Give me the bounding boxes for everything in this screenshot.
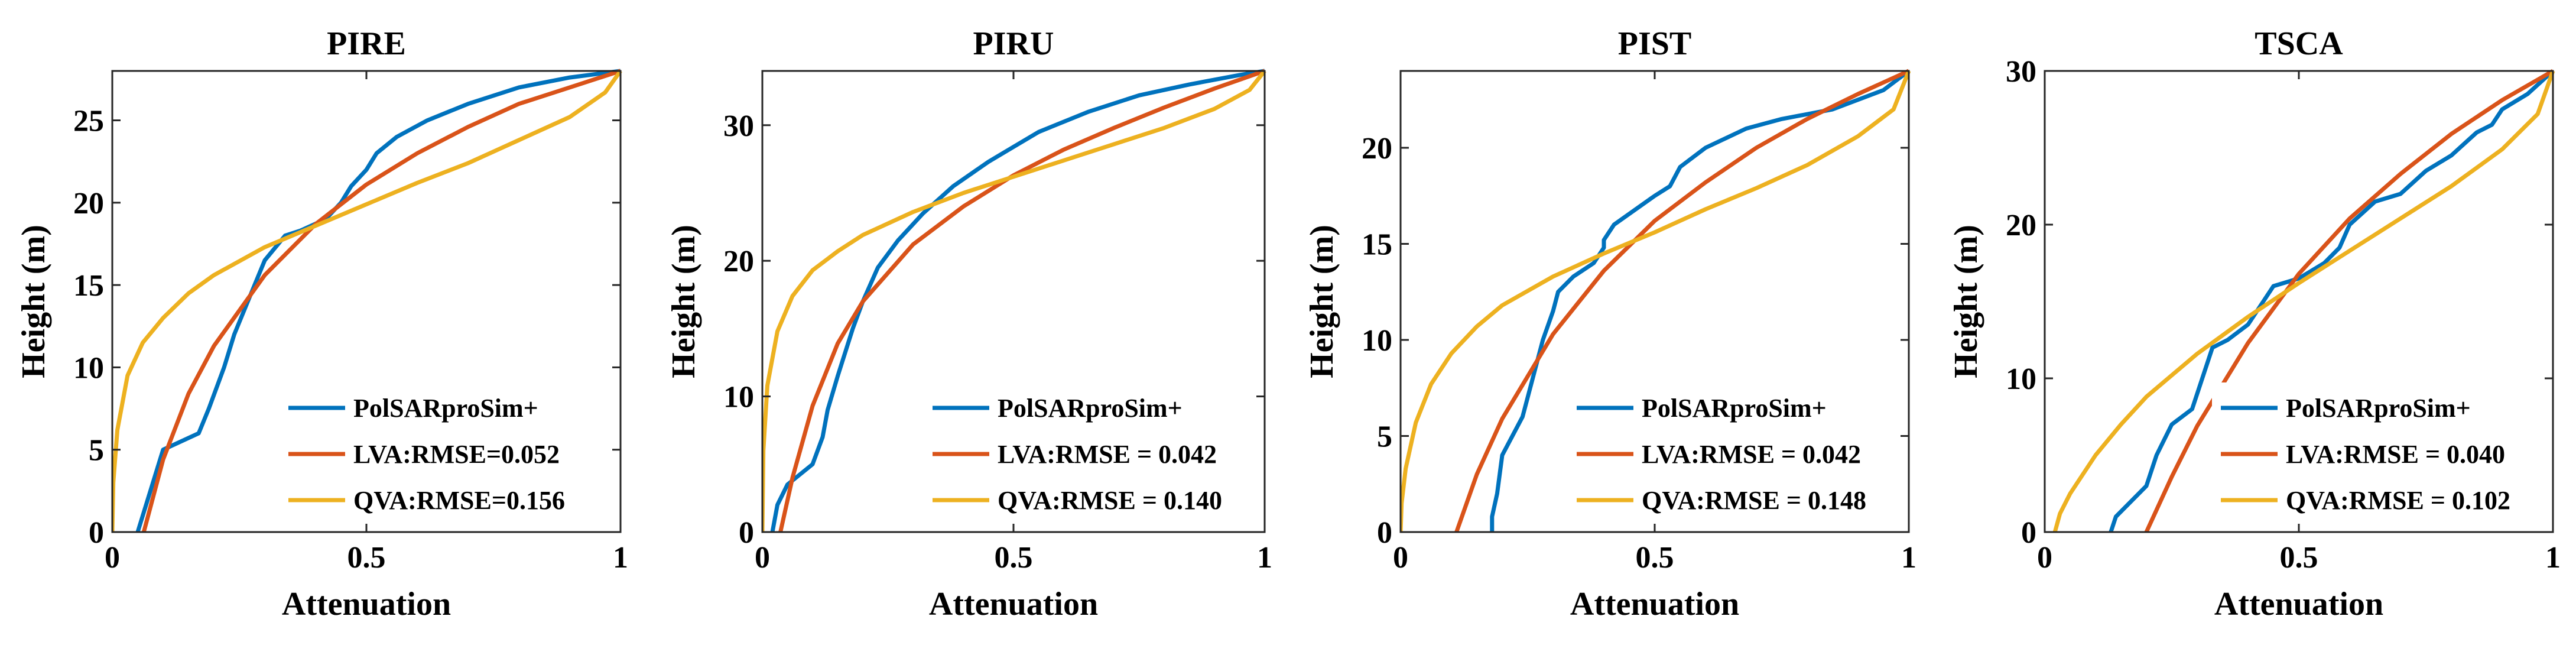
y-tick-label: 30	[723, 109, 754, 143]
x-tick-label: 0.5	[1636, 541, 1674, 575]
y-tick-label: 25	[73, 105, 104, 138]
series-line-polsarprosim-	[770, 69, 1265, 533]
chart-title: PIST	[1618, 25, 1692, 62]
chart-title: TSCA	[2255, 25, 2343, 62]
legend-label: PolSARproSim+	[1642, 394, 1827, 423]
y-axis-label: Height (m)	[665, 225, 702, 378]
chart-title: PIRU	[973, 25, 1054, 62]
y-tick-label: 5	[89, 434, 104, 468]
legend-label: LVA:RMSE = 0.040	[2286, 440, 2505, 469]
series-line-qva	[762, 69, 1266, 533]
y-tick-label: 20	[73, 187, 104, 221]
x-tick-label: 0	[755, 541, 770, 575]
legend-label: PolSARproSim+	[353, 394, 538, 423]
series-line-qva	[112, 69, 622, 533]
legend-label: LVA:RMSE = 0.042	[1642, 440, 1861, 469]
series-line-qva	[1401, 70, 1911, 533]
x-tick-label: 1	[2545, 541, 2561, 575]
x-axis-label: Attenuation	[929, 586, 1098, 622]
y-tick-label: 10	[2006, 362, 2036, 396]
y-tick-label: 10	[73, 351, 104, 385]
legend-label: LVA:RMSE=0.052	[353, 440, 560, 469]
chart-title: PIRE	[327, 25, 406, 62]
y-tick-label: 5	[1377, 420, 1392, 454]
y-axis-label: Height (m)	[1304, 225, 1340, 378]
y-tick-label: 20	[1362, 132, 1392, 166]
y-tick-label: 20	[2006, 209, 2036, 242]
x-tick-label: 0	[2037, 541, 2052, 575]
series-line-lva	[1454, 69, 1910, 533]
x-tick-label: 0	[1393, 541, 1408, 575]
x-tick-label: 0.5	[995, 541, 1033, 575]
series-line-lva	[2144, 69, 2554, 533]
y-tick-label: 0	[739, 516, 754, 550]
series-line-polsarprosim-	[2109, 69, 2555, 533]
legend-label: PolSARproSim+	[998, 394, 1183, 423]
x-axis-label: Attenuation	[1570, 586, 1739, 622]
legend-label: QVA:RMSE = 0.148	[1642, 486, 1866, 515]
y-tick-label: 20	[723, 245, 754, 278]
y-tick-label: 15	[73, 269, 104, 303]
series-line-qva	[2052, 70, 2555, 533]
y-tick-label: 15	[1362, 228, 1392, 262]
x-tick-label: 0	[105, 541, 120, 575]
y-tick-label: 10	[1362, 324, 1392, 358]
series-line-polsarprosim-	[1490, 69, 1911, 532]
legend-label: QVA:RMSE = 0.140	[998, 486, 1222, 515]
legend-label: QVA:RMSE = 0.102	[2286, 486, 2510, 515]
y-tick-label: 10	[723, 381, 754, 414]
y-tick-label: 30	[2006, 55, 2036, 89]
series-line-lva	[778, 69, 1266, 533]
x-tick-label: 0.5	[347, 541, 386, 575]
x-tick-label: 1	[1901, 541, 1916, 575]
x-tick-label: 0.5	[2280, 541, 2318, 575]
x-tick-label: 1	[1257, 541, 1272, 575]
y-axis-label: Height (m)	[1948, 225, 1984, 378]
x-tick-label: 1	[613, 541, 628, 575]
y-tick-label: 0	[1377, 516, 1392, 550]
y-axis-label: Height (m)	[15, 225, 52, 378]
legend-label: LVA:RMSE = 0.042	[998, 440, 1217, 469]
series-line-lva	[141, 69, 622, 533]
x-axis-label: Attenuation	[2214, 586, 2383, 622]
legend-label: PolSARproSim+	[2286, 394, 2471, 423]
y-tick-label: 0	[2021, 516, 2036, 550]
legend-label: QVA:RMSE=0.156	[353, 486, 565, 515]
x-axis-label: Attenuation	[282, 586, 451, 622]
y-tick-label: 0	[89, 516, 104, 550]
